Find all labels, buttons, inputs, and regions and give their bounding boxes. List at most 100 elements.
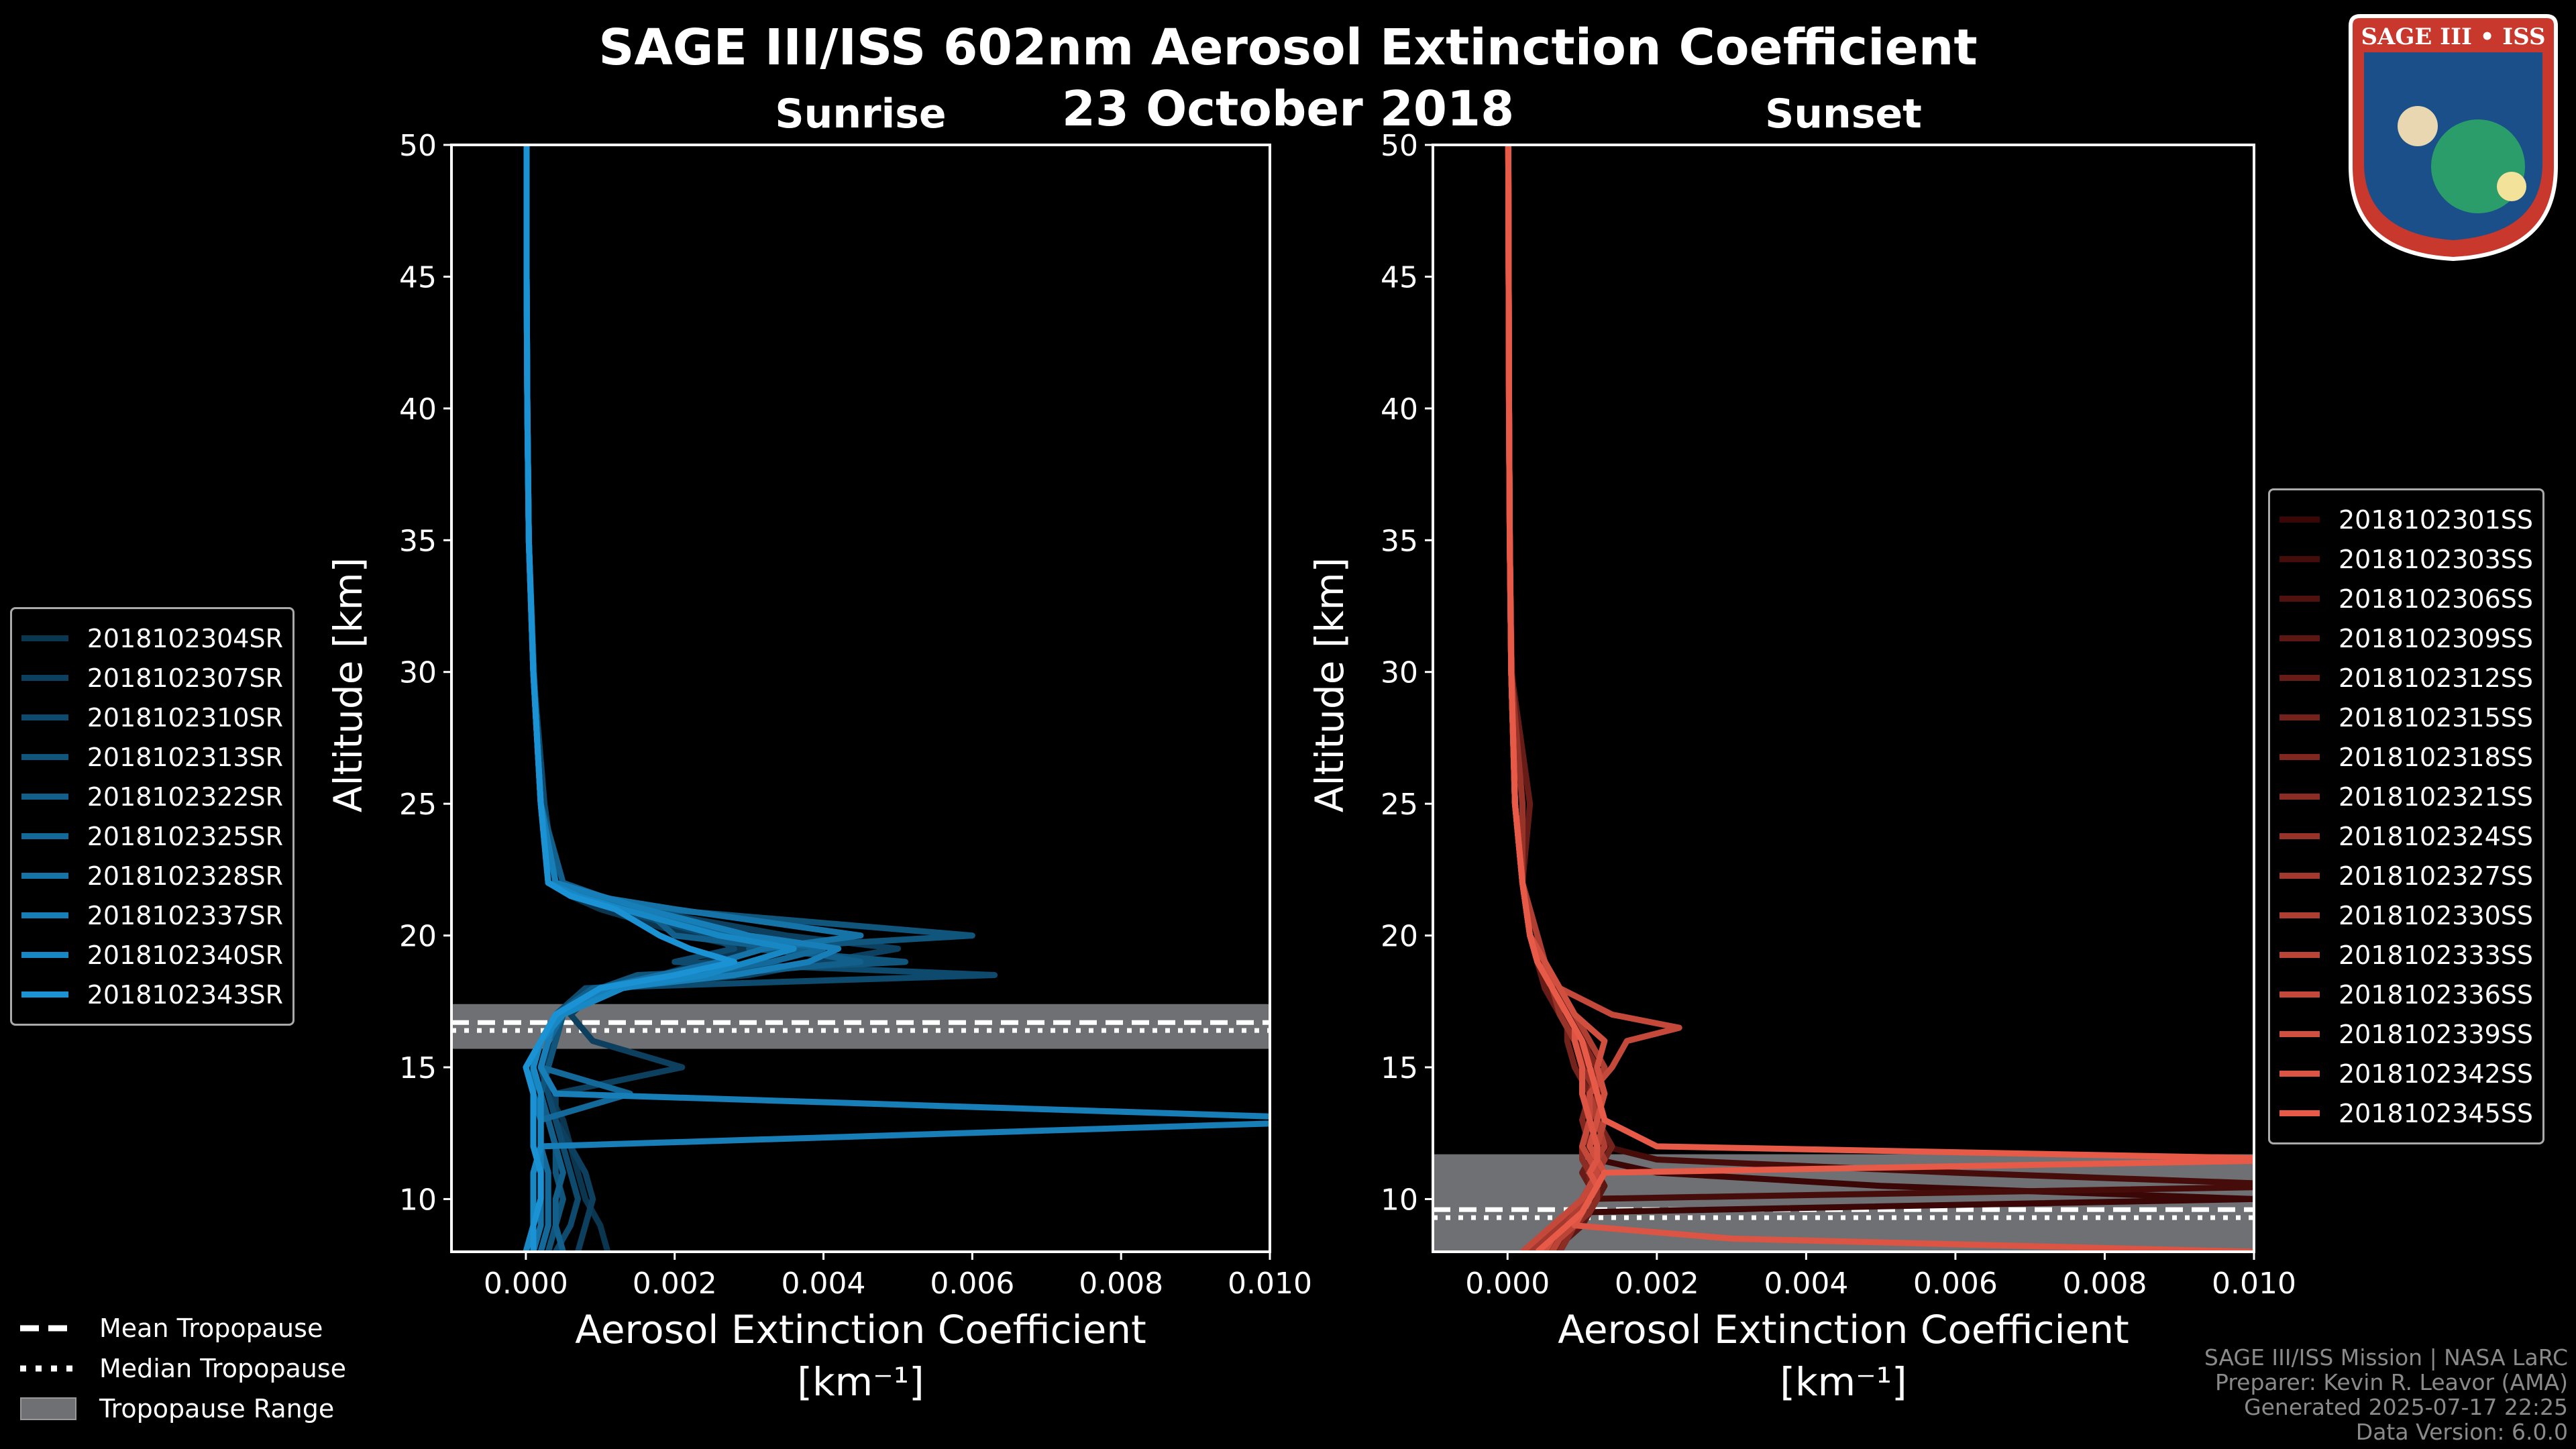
y-tick-label: 50 [399,129,437,163]
legend-swatch [21,794,68,800]
legend-swatch [2279,517,2320,523]
y-tick-label: 40 [1381,392,1418,427]
legend-swatch [2279,833,2320,839]
legend-label: 2018102313SR [87,742,283,772]
legend-label: 2018102327SS [2338,861,2533,891]
legend-tropopause-range: Tropopause Range [20,1389,346,1429]
legend-item: 2018102342SS [2279,1054,2533,1093]
legend-item: 2018102315SS [2279,698,2533,737]
legend-item: 2018102304SR [21,619,283,658]
legend-swatch [2279,596,2320,602]
x-axis-unit: [km⁻¹] [1780,1359,1907,1405]
range-swatch-icon [20,1397,76,1420]
x-tick-label: 0.002 [1615,1267,1699,1301]
tropopause-range-band [451,1004,1270,1049]
x-axis-label: Aerosol Extinction Coefficient [1558,1307,2129,1352]
legend-label: 2018102340SR [87,940,283,970]
profile-line-2018102304SR [523,145,753,1252]
y-axis-label: Altitude [km] [325,557,371,812]
x-axis-label: Aerosol Extinction Coefficient [575,1307,1146,1352]
legend-label: 2018102312SS [2338,663,2533,693]
legend-item: 2018102306SS [2279,579,2533,619]
y-tick-label: 45 [399,260,437,294]
legend-median-tropopause: Median Tropopause [20,1348,346,1389]
legend-label: 2018102330SS [2338,900,2533,930]
legend-item: 2018102309SS [2279,619,2533,658]
footer-line: Preparer: Kevin R. Leavor (AMA) [2215,1369,2568,1395]
legend-item: 2018102303SS [2279,539,2533,579]
legend-label: 2018102324SS [2338,821,2533,851]
plot-area [451,145,1270,1252]
legend-label: 2018102333SS [2338,940,2533,970]
legend-label: 2018102304SR [87,623,283,653]
x-axis-unit: [km⁻¹] [797,1359,924,1405]
profile-line-2018102303SS [1505,145,2254,1252]
legend-swatch [21,873,68,879]
x-tick-label: 0.000 [1465,1267,1550,1301]
legend-label: 2018102306SS [2338,584,2533,614]
legend-item: 2018102301SS [2279,500,2533,539]
x-tick-label: 0.008 [2062,1267,2147,1301]
legend-swatch [2279,1031,2320,1037]
date-subtitle: 23 October 2018 [1061,80,1515,137]
legend-label: Mean Tropopause [99,1313,323,1343]
sunrise-title: Sunrise [775,91,947,138]
legend-swatch [2279,952,2320,958]
legend-item: 2018102327SS [2279,856,2533,896]
y-tick-label: 35 [1381,524,1418,558]
legend-label: 2018102342SS [2338,1059,2533,1089]
legend-item: 2018102337SR [21,896,283,935]
x-tick-label: 0.004 [782,1267,866,1301]
profile-line-2018102342SS [1505,145,2254,1252]
y-tick-label: 20 [1381,920,1418,954]
legend-item: 2018102313SR [21,737,283,777]
axes-frame [450,144,1271,1253]
legend-label: 2018102310SR [87,702,283,733]
legend-item: 2018102310SR [21,698,283,737]
legend-swatch [21,912,68,918]
x-tick-label: 0.010 [2212,1267,2296,1301]
legend-item: 2018102340SR [21,935,283,975]
legend-swatch [21,952,68,958]
legend-label: 2018102328SR [87,861,283,891]
legend-mean-tropopause: Mean Tropopause [20,1308,346,1348]
profile-line-2018102301SS [1505,145,2254,1252]
legend-label: 2018102301SS [2338,504,2533,535]
y-tick-label: 20 [399,920,437,954]
footer-line: Generated 2025-07-17 22:25 [2244,1394,2568,1420]
x-tick-label: 0.004 [1764,1267,1848,1301]
sunrise-legend: 2018102304SR 2018102307SR 2018102310SR 2018… [10,607,294,1026]
profile-line-2018102340SR [523,145,797,1252]
legend-label: 2018102307SR [87,663,283,693]
dashed-line-icon [20,1325,76,1332]
legend-label: 2018102339SS [2338,1019,2533,1049]
profile-line-2018102324SS [1505,145,1608,1252]
legend-item: 2018102339SS [2279,1014,2533,1054]
legend-swatch [2279,873,2320,879]
plot-area [1433,145,2254,1252]
footer-line: SAGE III/ISS Mission | NASA LaRC [2204,1344,2568,1371]
y-tick-label: 35 [399,524,437,558]
profile-line-2018102343SR [523,145,737,1252]
legend-swatch [2279,754,2320,760]
legend-swatch [21,754,68,760]
axes-frame [1432,144,2255,1253]
profile-line-2018102345SS [1505,145,2254,1252]
legend-label: 2018102325SR [87,821,283,851]
y-tick-label: 15 [399,1051,437,1085]
x-tick-label: 0.006 [1913,1267,1998,1301]
x-tick-label: 0.008 [1079,1267,1163,1301]
legend-item: 2018102318SS [2279,737,2533,777]
sunset-title: Sunset [1765,91,1922,138]
credits-footer: SAGE III/ISS Mission | NASA LaRC Prepare… [2204,1345,2568,1444]
legend-swatch [21,675,68,681]
legend-label: 2018102303SS [2338,544,2533,574]
x-tick-label: 0.006 [930,1267,1014,1301]
legend-label: 2018102309SS [2338,623,2533,653]
legend-item: 2018102330SS [2279,896,2533,935]
legend-item: 2018102336SS [2279,975,2533,1014]
legend-swatch [2279,991,2320,998]
legend-swatch [2279,1110,2320,1116]
profile-line-2018102307SR [523,145,901,1252]
